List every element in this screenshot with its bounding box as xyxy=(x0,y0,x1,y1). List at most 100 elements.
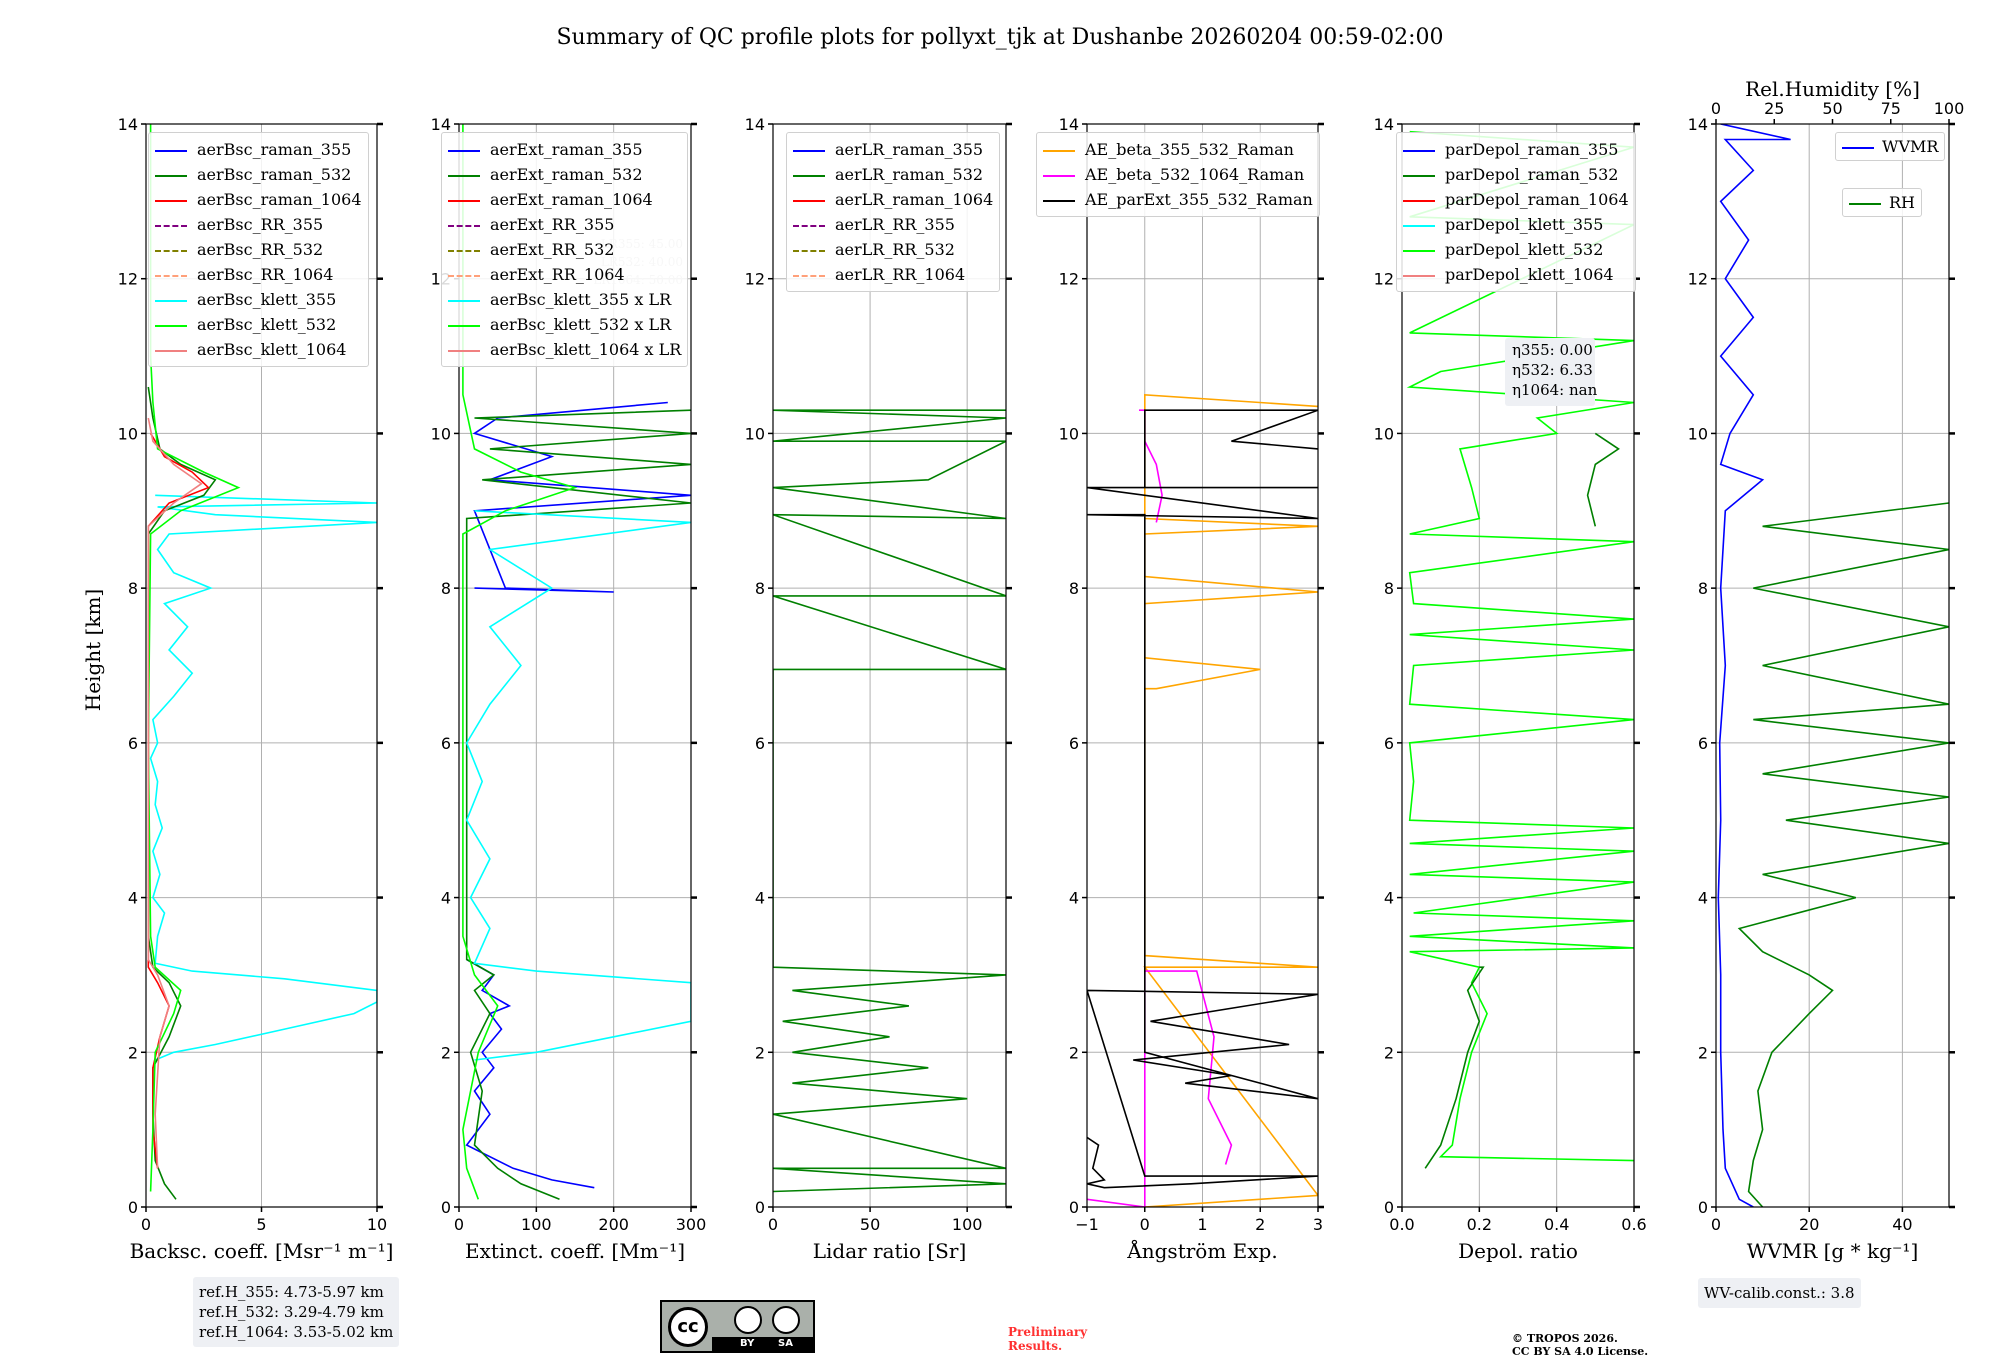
legend-text: AE_beta_355_532_Raman xyxy=(1085,140,1294,159)
y-tick-label: 0 xyxy=(441,1198,451,1217)
legend-entry-aerbsc-klett-1064-x-lr: aerBsc_klett_1064 x LR xyxy=(448,337,681,362)
legend-swatch xyxy=(448,174,480,177)
series-aerbsc-raman-1064 xyxy=(147,432,210,1169)
legend-swatch xyxy=(793,249,825,252)
legend-entry-aerbsc-rr-532: aerBsc_RR_532 xyxy=(155,237,362,262)
x-tick-label: 200 xyxy=(598,1215,629,1234)
series-pardepol-raman-532 xyxy=(1424,966,1485,1169)
legend-swatch xyxy=(448,224,480,227)
legend-entry-aerext-rr-1064: aerExt_RR_1064 xyxy=(448,262,681,287)
legend-swatch xyxy=(1043,199,1075,202)
series-ae-beta-532-1064-raman xyxy=(1087,970,1233,1207)
x-tick-label: 0.4 xyxy=(1544,1215,1569,1234)
y-tick-label: 12 xyxy=(1374,270,1394,289)
panel-5: 0 2 4 6 8 10 12 14 0.0 0.2 0.4 0.6 Depol. ratio η355:… xyxy=(1374,115,1647,1263)
y-tick-label: 12 xyxy=(118,270,138,289)
legend-entry-aerlr-rr-355: aerLR_RR_355 xyxy=(793,212,993,237)
sa-share-icon xyxy=(772,1306,800,1334)
y-tick-label: 0 xyxy=(755,1198,765,1217)
legend-text: aerExt_RR_532 xyxy=(490,240,615,259)
series-rh xyxy=(1737,502,1949,1207)
legend-panel-5: parDepol_raman_355 parDepol_raman_532 parD… xyxy=(1396,132,1636,292)
y-tick-label: 6 xyxy=(441,734,451,753)
legend-swatch xyxy=(448,349,480,352)
x-tick-label: 300 xyxy=(676,1215,707,1234)
x-tick-label: 0 xyxy=(1140,1215,1150,1234)
legend-panel-2: aerExt_raman_355 aerExt_raman_532 aerExt_r… xyxy=(441,132,689,367)
x-axis-label: WVMR [g * kg⁻¹] xyxy=(1747,1239,1919,1263)
legend-text: aerLR_RR_532 xyxy=(835,240,955,259)
legend-entry-pardepol-klett-532: parDepol_klett_532 xyxy=(1403,237,1629,262)
x-tick-label: 0 xyxy=(768,1215,778,1234)
legend-text: aerBsc_klett_532 xyxy=(197,315,337,334)
series-pardepol-raman-532-upper xyxy=(1586,432,1620,527)
y-tick-label: 6 xyxy=(128,734,138,753)
legend-entry-aerbsc-klett-1064: aerBsc_klett_1064 xyxy=(155,337,362,362)
legend-entry-aerlr-rr-532: aerLR_RR_532 xyxy=(793,237,993,262)
y-tick-label: 8 xyxy=(1698,579,1708,598)
legend-text: aerLR_raman_355 xyxy=(835,140,984,159)
ref-height-1064: ref.H_1064: 3.53-5.02 km xyxy=(199,1323,394,1341)
legend-swatch xyxy=(448,249,480,252)
legend-entry-ae-beta-532-1064-raman: AE_beta_532_1064_Raman xyxy=(1043,162,1313,187)
x-axis-label: Lidar ratio [Sr] xyxy=(813,1239,967,1263)
y-tick-label: 14 xyxy=(431,115,451,134)
series-aerbsc-klett-355 xyxy=(149,494,377,1061)
cc-license-badge: cc BY SA xyxy=(660,1300,815,1353)
x-tick-label: 10 xyxy=(367,1215,387,1234)
legend-swatch xyxy=(155,349,187,352)
y-tick-label: 4 xyxy=(1698,889,1708,908)
y-tick-label: 2 xyxy=(1069,1043,1079,1062)
x-tick-label: 0 xyxy=(141,1215,151,1234)
legend-swatch xyxy=(793,224,825,227)
legend-entry-ae-beta-355-532-raman: AE_beta_355_532_Raman xyxy=(1043,137,1313,162)
y-tick-label: 10 xyxy=(118,424,138,443)
legend-entry-pardepol-raman-1064: parDepol_raman_1064 xyxy=(1403,187,1629,212)
y-tick-label: 10 xyxy=(745,424,765,443)
legend-text: AE_parExt_355_532_Raman xyxy=(1085,190,1313,209)
legend-entry-aerext-rr-532: aerExt_RR_532 xyxy=(448,237,681,262)
y-tick-label: 10 xyxy=(1059,424,1079,443)
ref-height-532: ref.H_532: 3.29-4.79 km xyxy=(199,1303,384,1321)
x-tick-label: 40 xyxy=(1892,1215,1912,1234)
legend-entry-aerbsc-raman-532: aerBsc_raman_532 xyxy=(155,162,362,187)
legend-text: aerBsc_klett_532 x LR xyxy=(490,315,672,334)
series-group xyxy=(1087,393,1318,1207)
legend-swatch xyxy=(448,299,480,302)
top-x-tick-label: 25 xyxy=(1764,99,1784,118)
x-tick-label: 0.6 xyxy=(1621,1215,1646,1234)
legend-text: AE_beta_532_1064_Raman xyxy=(1085,165,1305,184)
legend-swatch xyxy=(155,324,187,327)
legend-entry-pardepol-klett-355: parDepol_klett_355 xyxy=(1403,212,1629,237)
y-tick-label: 0 xyxy=(1698,1198,1708,1217)
y-tick-label: 2 xyxy=(755,1043,765,1062)
y-tick-label: 4 xyxy=(1384,889,1394,908)
y-tick-label: 0 xyxy=(128,1198,138,1217)
legend-text: aerExt_RR_1064 xyxy=(490,265,625,284)
axes-frame xyxy=(458,123,692,1208)
top-x-axis-label: Rel.Humidity [%] xyxy=(1745,77,1920,101)
figure-title: Summary of QC profile plots for pollyxt_… xyxy=(556,25,1443,50)
x-tick-label: 100 xyxy=(952,1215,983,1234)
y-tick-label: 14 xyxy=(1374,115,1394,134)
legend-swatch xyxy=(155,149,187,152)
y-tick-label: 4 xyxy=(128,889,138,908)
legend-text: parDepol_raman_1064 xyxy=(1445,190,1629,209)
y-tick-label: 0 xyxy=(1069,1198,1079,1217)
legend-swatch xyxy=(793,199,825,202)
y-tick-label: 14 xyxy=(118,115,138,134)
cc-logo-icon: cc xyxy=(668,1307,708,1347)
legend-text: aerExt_raman_355 xyxy=(490,140,643,159)
top-x-tick-label: 0 xyxy=(1711,99,1721,118)
legend-text: aerExt_RR_355 xyxy=(490,215,615,234)
legend-swatch xyxy=(793,274,825,277)
y-tick-label: 8 xyxy=(755,579,765,598)
series-aerbsc-raman-532 xyxy=(147,386,217,1200)
legend-text: aerLR_raman_1064 xyxy=(835,190,994,209)
legend-text: parDepol_klett_355 xyxy=(1445,215,1604,234)
legend-entry-aerlr-raman-355: aerLR_raman_355 xyxy=(793,137,993,162)
x-axis-label: Backsc. coeff. [Msr⁻¹ m⁻¹] xyxy=(130,1239,394,1263)
top-x-tick-label: 100 xyxy=(1934,99,1965,118)
y-tick-label: 6 xyxy=(1698,734,1708,753)
x-tick-label: 2 xyxy=(1255,1215,1265,1234)
